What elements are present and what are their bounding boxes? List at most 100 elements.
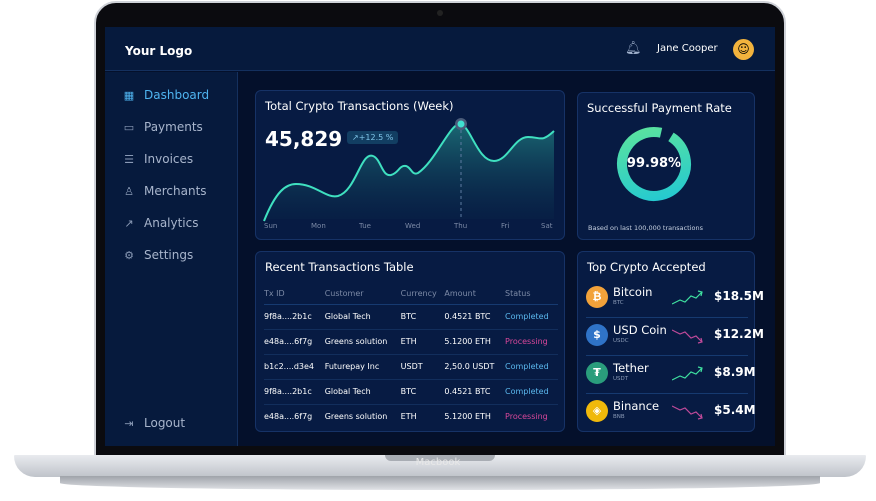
logo[interactable]: Your Logo (125, 44, 193, 58)
logout-button[interactable]: ⇥ Logout (123, 416, 185, 430)
amount-cell: 0.4521 BTC (444, 304, 506, 330)
customer-cell: Greens solution (324, 412, 388, 422)
amount-cell: 0.4521 BTC (444, 379, 506, 405)
trend-up-sparkline-icon (672, 290, 703, 305)
document-icon: ☰ (124, 152, 134, 166)
payment-rate-note: Based on last 100,000 transactions (588, 224, 704, 232)
trend-up-icon: ↗ (352, 133, 359, 142)
camera (437, 10, 443, 16)
divider (586, 393, 748, 394)
header: Your Logo 🔔︎ Jane Cooper ☺ (105, 27, 775, 71)
card-title: Successful Payment Rate (587, 101, 732, 115)
sidebar-item-label: Payments (144, 120, 203, 134)
crypto-symbol: BNB (613, 414, 625, 420)
sidebar-item-dashboard[interactable]: ▦ Dashboard (123, 88, 209, 102)
sidebar-item-settings[interactable]: ⚙ Settings (123, 248, 193, 262)
status-cell: Processing (505, 329, 558, 355)
currency-cell: BTC (400, 379, 445, 405)
divider (586, 317, 748, 318)
laptop-brand: Macbook (415, 457, 461, 468)
crypto-value: $18.5M (714, 289, 764, 303)
screen: Your Logo 🔔︎ Jane Cooper ☺ ▦ Dashboard ▭ P… (105, 27, 775, 446)
card-title: Total Crypto Transactions (Week) (265, 99, 454, 113)
status-cell: Processing (505, 412, 548, 422)
crypto-name: Bitcoin (613, 285, 653, 299)
x-tick-label: Sun (264, 222, 278, 230)
status-cell: Completed (505, 304, 558, 330)
usd-coin-icon: $ (586, 324, 608, 346)
amount-cell: 5.1200 ETH (444, 329, 506, 355)
crypto-item-bnb[interactable]: ◈ Binance BNB $5.4M (586, 396, 775, 434)
sidebar-item-label: Dashboard (144, 88, 210, 102)
grid-icon: ▦ (123, 88, 135, 102)
trend-up-sparkline-icon (672, 366, 703, 381)
x-tick-label: Wed (405, 222, 421, 230)
sidebar-item-label: Invoices (144, 152, 194, 166)
currency-cell: BTC (400, 304, 445, 330)
user-icon: ♙ (124, 184, 134, 198)
crypto-item-usdc[interactable]: $ USD Coin USDC $12.2M (586, 320, 775, 358)
table-header: Tx ID Customer Currency Amount Status (264, 284, 558, 305)
transactions-table-card: Recent Transactions Table Tx ID Customer… (255, 251, 565, 432)
transactions-line-chart (263, 118, 555, 222)
sidebar-item-invoices[interactable]: ☰ Invoices (123, 152, 193, 166)
tx-id-cell: 9f8a....2b1c (264, 304, 325, 330)
transactions-table: Tx ID Customer Currency Amount Status 9f… (264, 284, 558, 429)
gear-icon: ⚙ (124, 248, 134, 262)
tx-id-cell: e48a....6f7g (264, 329, 325, 355)
customer-cell: Futurepay Inc (324, 354, 401, 380)
status-cell: Completed (505, 354, 558, 380)
customer-cell: Global Tech (324, 379, 401, 405)
table-row[interactable]: e48a....6f7g Greens solution ETH 5.1200 ETH… (264, 329, 558, 355)
top-crypto-card: Top Crypto Accepted ₿ Bitcoin BTC $18.5M… (577, 251, 764, 432)
customer-cell: Greens solution (324, 329, 401, 355)
customer-cell: Global Tech (324, 304, 401, 330)
amount-cell: 2,50.0 USDT (444, 354, 506, 380)
chart-icon: ↗ (124, 216, 134, 230)
crypto-name: Tether (613, 361, 649, 375)
table-row[interactable]: b1c2....d3e4 Futurepay Inc USDT 2,50.0 USDT… (264, 354, 558, 380)
avatar[interactable]: ☺ (733, 39, 754, 60)
column-header: Customer (324, 284, 401, 305)
laptop-notch (385, 455, 495, 461)
crypto-symbol: USDC (613, 338, 629, 344)
change-badge: ↗+12.5 % (347, 131, 399, 144)
x-tick-label: Fri (501, 222, 510, 230)
crypto-value: $12.2M (714, 327, 764, 341)
payment-rate-value: 99.98% (626, 156, 682, 171)
column-header: Tx ID (264, 284, 325, 305)
trend-down-sparkline-icon (672, 405, 703, 420)
transactions-chart-card: Total Crypto Transactions (Week) 45,829 … (255, 90, 565, 240)
sidebar-item-merchants[interactable]: ♙ Merchants (123, 184, 206, 198)
highlight-point (457, 120, 465, 128)
column-header: Status (505, 284, 558, 305)
payment-rate-card: Successful Payment Rate 99.98% Based on … (577, 92, 755, 240)
sidebar: ▦ Dashboard ▭ Payments ☰ Invoices ♙ Merchant… (105, 72, 238, 446)
column-header: Amount (444, 284, 506, 305)
divider (586, 355, 748, 356)
table-row[interactable]: e48a....6f7g Greens solution ETH 5.1200 ETH… (264, 404, 558, 429)
crypto-name: USD Coin (613, 323, 667, 337)
x-tick-label: Tue (359, 222, 371, 230)
status-cell: Completed (505, 379, 558, 405)
card-title: Recent Transactions Table (265, 260, 414, 274)
crypto-symbol: BTC (613, 300, 624, 306)
sidebar-item-payments[interactable]: ▭ Payments (123, 120, 203, 134)
bell-icon[interactable]: 🔔︎ (625, 41, 642, 56)
x-tick-label: Mon (311, 222, 326, 230)
binance-icon: ◈ (586, 400, 608, 422)
transactions-total: 45,829 (265, 127, 343, 151)
logout-label: Logout (144, 416, 186, 430)
user-name[interactable]: Jane Cooper (657, 43, 718, 54)
table-row[interactable]: 9f8a....2b1c Global Tech BTC 0.4521 BTC Comp… (264, 304, 558, 330)
crypto-item-usdt[interactable]: ₮ Tether USDT $8.9M (586, 358, 775, 396)
table-row[interactable]: 9f8a....2b1c Global Tech BTC 0.4521 BTC Comp… (264, 379, 558, 405)
sidebar-item-analytics[interactable]: ↗ Analytics (123, 216, 199, 230)
column-header: Currency (400, 284, 445, 305)
currency-cell: ETH (400, 412, 417, 422)
crypto-item-btc[interactable]: ₿ Bitcoin BTC $18.5M (586, 282, 775, 320)
tether-icon: ₮ (586, 362, 608, 384)
sidebar-item-label: Analytics (144, 216, 199, 230)
bitcoin-icon: ₿ (586, 286, 608, 308)
amount-cell: 5.1200 ETH (444, 412, 491, 422)
